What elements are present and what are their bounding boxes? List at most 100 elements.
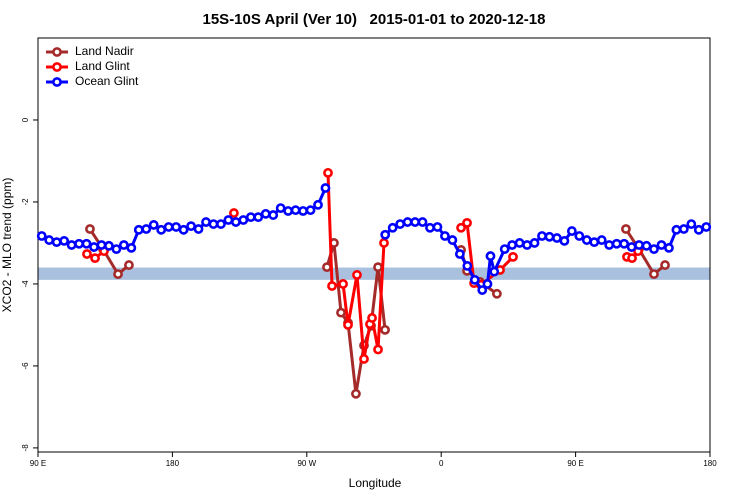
point: [359, 354, 369, 364]
point: [111, 244, 122, 254]
point: [305, 205, 316, 216]
point: [514, 238, 525, 248]
point: [178, 224, 189, 235]
point: [462, 217, 472, 228]
point: [656, 240, 667, 250]
point: [141, 224, 152, 234]
point: [701, 222, 712, 232]
point: [373, 344, 383, 355]
point: [290, 205, 301, 216]
point: [373, 262, 383, 273]
point: [89, 242, 99, 252]
x-tick-label: 90 E: [30, 459, 46, 468]
y-tick-label: -6: [21, 362, 30, 370]
point: [352, 270, 362, 280]
point: [90, 253, 100, 264]
point: [338, 279, 348, 289]
point: [380, 229, 391, 240]
point: [417, 217, 428, 227]
point: [133, 224, 144, 235]
x-tick-label: 0: [439, 459, 444, 468]
point: [552, 233, 562, 243]
x-tick-label: 90 W: [297, 459, 316, 468]
point: [499, 244, 510, 254]
band: [38, 267, 710, 280]
point: [440, 231, 450, 241]
point: [454, 249, 465, 259]
point: [410, 217, 420, 227]
point: [163, 222, 174, 232]
point: [313, 199, 323, 210]
legend-label: Ocean Glint: [75, 74, 139, 88]
y-tick-label: 0: [21, 117, 30, 122]
point: [216, 219, 226, 229]
point: [621, 224, 631, 234]
point: [96, 240, 107, 250]
point: [619, 238, 630, 249]
point: [253, 212, 264, 223]
y-tick-label: -8: [21, 444, 30, 452]
point: [462, 261, 473, 271]
plot-frame: [37, 37, 711, 453]
y-tick-label: -2: [21, 198, 30, 206]
point: [343, 320, 353, 330]
y-tick-label: -4: [21, 280, 30, 288]
legend-marker: [52, 77, 62, 87]
point: [323, 167, 333, 178]
point: [260, 208, 271, 219]
point: [118, 240, 129, 250]
point: [193, 224, 204, 234]
point: [432, 222, 443, 232]
point: [186, 221, 196, 232]
point: [627, 253, 637, 264]
point: [230, 217, 241, 227]
point: [51, 237, 62, 248]
point: [447, 235, 458, 245]
point: [367, 313, 377, 323]
point: [477, 285, 488, 295]
point: [171, 222, 182, 232]
point: [559, 236, 570, 246]
point: [379, 238, 389, 248]
point: [456, 222, 466, 233]
point: [380, 324, 390, 335]
point: [482, 279, 493, 289]
point: [649, 244, 659, 254]
point: [574, 231, 585, 241]
point: [238, 215, 249, 225]
point: [223, 215, 234, 225]
point: [522, 240, 532, 250]
point: [395, 219, 406, 229]
point: [641, 240, 652, 251]
point: [82, 249, 92, 259]
point: [544, 231, 555, 242]
point: [693, 224, 704, 235]
point: [275, 203, 286, 214]
point: [44, 235, 55, 245]
point: [156, 224, 167, 235]
point: [351, 388, 361, 399]
legend-marker: [52, 62, 62, 72]
point: [74, 238, 84, 249]
point: [686, 219, 697, 229]
point: [268, 210, 279, 220]
legend-marker: [52, 47, 62, 57]
point: [113, 269, 123, 280]
point: [664, 242, 674, 253]
point: [66, 240, 77, 250]
point: [387, 222, 398, 233]
point: [537, 231, 547, 241]
point: [126, 242, 137, 253]
series-line: [88, 228, 666, 395]
point: [402, 217, 413, 227]
point: [611, 238, 622, 249]
point: [245, 212, 256, 223]
point: [298, 206, 308, 216]
point: [566, 226, 577, 236]
point: [596, 235, 607, 245]
point: [104, 240, 114, 251]
point: [649, 269, 659, 280]
point: [581, 235, 592, 245]
point: [124, 260, 134, 270]
point: [327, 281, 337, 291]
